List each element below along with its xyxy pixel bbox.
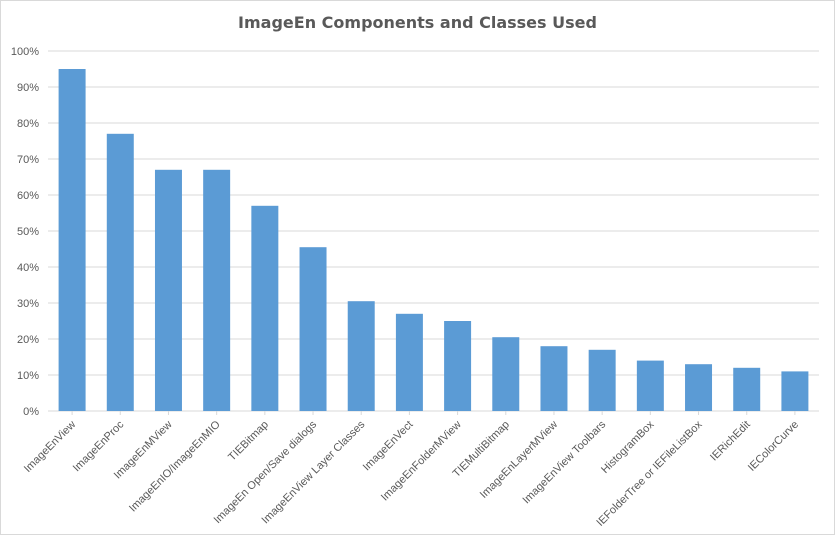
- y-tick-label: 10%: [17, 370, 39, 382]
- x-category-label: TIEBitmap: [226, 419, 271, 464]
- x-category-label: ImageEnView Toolbars: [521, 418, 609, 506]
- x-category-label: ImageEnView Layer Classes: [260, 418, 368, 526]
- bar: [395, 313, 423, 411]
- y-tick-label: 30%: [17, 298, 39, 310]
- bar: [685, 364, 713, 411]
- bar: [492, 337, 520, 411]
- y-tick-label: 70%: [17, 154, 39, 166]
- x-category-label: ImageEnIO/ImageEnMIO: [127, 418, 223, 514]
- y-tick-label: 60%: [17, 190, 39, 202]
- bar: [347, 301, 375, 411]
- y-tick-label: 40%: [17, 262, 39, 274]
- y-tick-label: 80%: [17, 118, 39, 130]
- bar: [106, 133, 134, 412]
- bar: [636, 360, 664, 411]
- bar: [733, 367, 761, 411]
- y-tick-label: 50%: [17, 226, 39, 238]
- chart-title: ImageEn Components and Classes Used: [238, 13, 597, 32]
- x-category-label: ImageEnView: [22, 419, 78, 475]
- x-category-label: ImageEnFolderMView: [379, 419, 464, 504]
- bar: [203, 169, 231, 411]
- bar: [540, 346, 568, 411]
- y-tick-label: 100%: [11, 46, 39, 58]
- bar: [58, 69, 86, 411]
- bar: [154, 169, 182, 411]
- bar: [588, 349, 616, 411]
- x-category-label: IERichEdit: [708, 419, 753, 464]
- x-category-label: ImageEn Open/Save dialogs: [212, 418, 320, 526]
- bar: [299, 247, 327, 411]
- y-tick-label: 20%: [17, 334, 39, 346]
- x-category-label: IEColorCurve: [746, 419, 801, 474]
- y-tick-label: 90%: [17, 82, 39, 94]
- y-tick-label: 0%: [23, 406, 39, 418]
- bar: [251, 205, 279, 411]
- bar: [444, 321, 472, 411]
- bar: [781, 371, 809, 411]
- x-category-label: IEFolderTree or IEFileListBox: [594, 418, 705, 529]
